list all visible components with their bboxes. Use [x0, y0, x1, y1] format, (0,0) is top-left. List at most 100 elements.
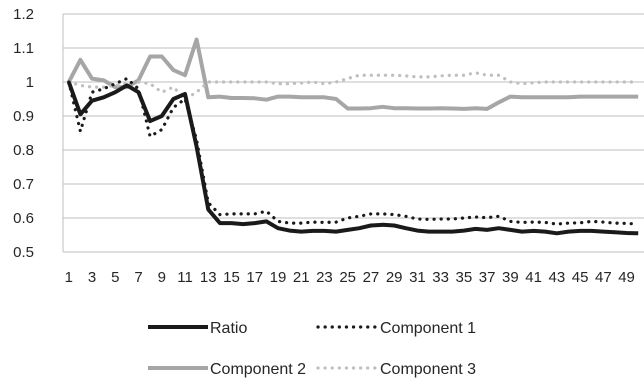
data-point [289, 96, 290, 97]
data-point [545, 231, 546, 232]
data-point [103, 97, 104, 98]
data-point [580, 222, 581, 223]
data-point [382, 75, 383, 76]
data-point [475, 108, 476, 109]
data-point [533, 230, 534, 231]
data-point [277, 96, 278, 97]
series-component-1 [67, 76, 640, 226]
data-point [440, 75, 441, 76]
data-point [150, 136, 151, 137]
data-point [277, 228, 278, 229]
legend-item: Component 2 [148, 361, 306, 378]
x-tick-label: 7 [134, 269, 142, 286]
data-point [150, 83, 151, 84]
data-point [487, 229, 488, 230]
x-tick-label: 49 [618, 269, 635, 286]
data-point [289, 223, 290, 224]
data-point [91, 100, 92, 101]
legend-item: Ratio [148, 320, 247, 337]
x-tick-label: 47 [595, 269, 612, 286]
data-point [440, 218, 441, 219]
data-point [115, 87, 116, 88]
legend-label: Component 1 [380, 320, 476, 337]
data-point [91, 87, 92, 88]
data-point [417, 230, 418, 231]
data-point [452, 218, 453, 219]
data-point [498, 228, 499, 229]
data-point [359, 228, 360, 229]
data-point [277, 83, 278, 84]
x-tick-label: 23 [316, 269, 333, 286]
data-point [347, 217, 348, 218]
data-point [394, 108, 395, 109]
data-point [266, 221, 267, 222]
data-point [161, 56, 162, 57]
data-point [243, 81, 244, 82]
data-point [568, 81, 569, 82]
data-point [638, 96, 639, 97]
data-point [463, 108, 464, 109]
data-point [231, 213, 232, 214]
x-tick-label: 27 [363, 269, 380, 286]
data-point [219, 214, 220, 215]
data-point [452, 231, 453, 232]
data-point [196, 39, 197, 40]
data-point [498, 216, 499, 217]
data-point [173, 107, 174, 108]
data-point [243, 213, 244, 214]
data-point [150, 121, 151, 122]
data-point [324, 97, 325, 98]
data-point [603, 231, 604, 232]
data-point [254, 81, 255, 82]
data-point [301, 231, 302, 232]
data-point [312, 97, 313, 98]
series-component-3 [67, 71, 640, 101]
data-point [370, 225, 371, 226]
data-point [161, 115, 162, 116]
data-point [580, 81, 581, 82]
data-point [580, 96, 581, 97]
y-tick-label: 1.2 [13, 6, 34, 23]
data-point [359, 216, 360, 217]
data-point [475, 72, 476, 73]
data-point [173, 87, 174, 88]
data-point [417, 218, 418, 219]
data-point [370, 213, 371, 214]
data-point [138, 81, 139, 82]
data-point [428, 76, 429, 77]
data-point [126, 78, 127, 79]
data-point [463, 75, 464, 76]
data-point [440, 108, 441, 109]
data-point [498, 75, 499, 76]
data-point [115, 85, 116, 86]
legend-label: Component 2 [210, 361, 306, 378]
x-tick-label: 15 [223, 269, 240, 286]
data-point [219, 81, 220, 82]
x-tick-label: 25 [339, 269, 356, 286]
data-point [463, 217, 464, 218]
data-point [428, 108, 429, 109]
data-point [231, 97, 232, 98]
x-tick-label: 43 [549, 269, 566, 286]
data-point [359, 75, 360, 76]
data-point [336, 98, 337, 99]
data-point [580, 230, 581, 231]
data-point [417, 76, 418, 77]
x-tick-label: 21 [293, 269, 310, 286]
data-point [312, 222, 313, 223]
data-point [80, 85, 81, 86]
data-point [312, 81, 313, 82]
data-point [266, 211, 267, 212]
x-tick-label: 1 [65, 269, 73, 286]
data-point [533, 82, 534, 83]
data-point [510, 229, 511, 230]
data-point [510, 221, 511, 222]
series-line [66, 81, 639, 236]
y-tick-label: 1.1 [13, 40, 34, 57]
data-point [545, 81, 546, 82]
data-point [103, 88, 104, 89]
x-tick-label: 11 [177, 269, 193, 286]
data-point [231, 223, 232, 224]
data-point [614, 223, 615, 224]
data-point [196, 146, 197, 147]
